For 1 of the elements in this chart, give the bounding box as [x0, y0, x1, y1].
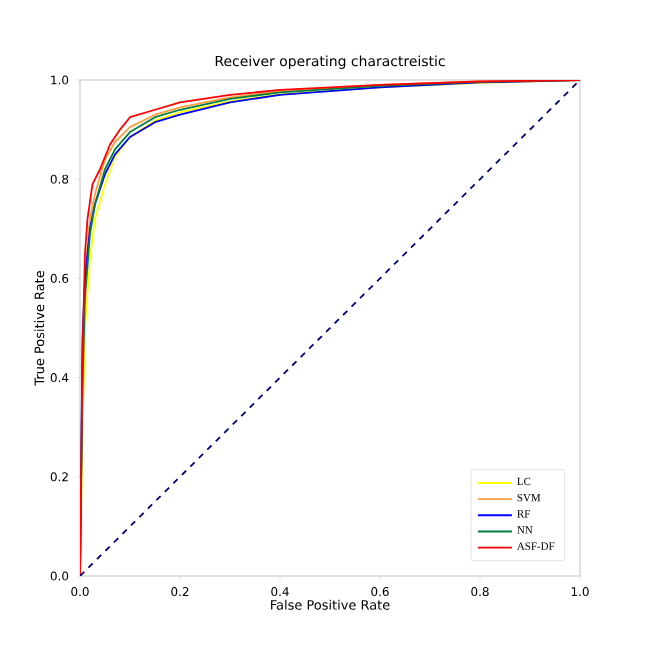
line-series: [80, 79, 581, 576]
